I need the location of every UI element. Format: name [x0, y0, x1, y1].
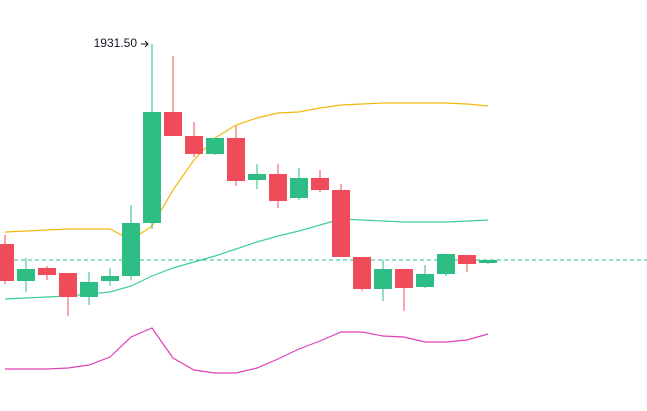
candle-body	[80, 282, 98, 297]
annotation-arrow	[141, 40, 149, 48]
candle-body	[206, 138, 224, 154]
candle-body	[479, 260, 497, 263]
band-line	[4, 102, 489, 241]
candle-body	[353, 257, 371, 289]
candle-body	[416, 274, 434, 287]
candle-body	[143, 112, 161, 223]
candle-body	[164, 112, 182, 136]
candle-body	[332, 190, 350, 257]
candle-body	[311, 178, 329, 190]
candle-body	[437, 254, 455, 274]
candle-body	[374, 269, 392, 289]
candle-body	[290, 178, 308, 198]
candle-body	[17, 269, 35, 281]
band-line	[4, 218, 489, 300]
candle-body	[185, 136, 203, 154]
candle-body	[122, 223, 140, 276]
candle-body	[248, 174, 266, 180]
candle-body	[395, 269, 413, 288]
candle-body	[458, 255, 476, 264]
candle-body	[0, 244, 14, 281]
candle-body	[38, 268, 56, 275]
candle-body	[59, 273, 77, 297]
candle-body	[269, 174, 287, 201]
annotation-label: 1931.50	[94, 36, 138, 50]
candle-body	[227, 138, 245, 181]
band-line	[5, 327, 489, 374]
candle-body	[101, 276, 119, 281]
